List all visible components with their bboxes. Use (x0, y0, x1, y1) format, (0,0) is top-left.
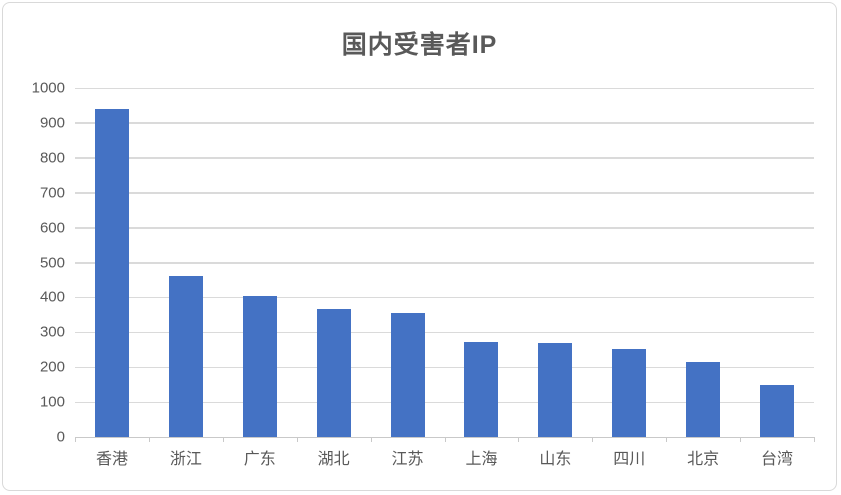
y-tick-label: 900 (39, 114, 65, 132)
y-tick-label: 600 (39, 219, 65, 237)
bar-湖北 (316, 308, 351, 437)
y-tick-label: 400 (39, 288, 65, 306)
gridline (75, 296, 814, 299)
gridline (75, 331, 814, 334)
axis-tick (370, 437, 372, 442)
chart-title: 国内受害者IP (341, 31, 498, 59)
plot-area (75, 87, 814, 438)
bar-北京 (686, 361, 721, 437)
gridline (75, 157, 814, 159)
axis-tick (666, 437, 668, 442)
axis-tick (75, 437, 76, 442)
axis-tick (592, 437, 594, 442)
y-tick-label: 500 (39, 254, 65, 271)
axis-tick (148, 437, 150, 442)
bar-四川 (612, 349, 647, 437)
bar-台湾 (760, 384, 795, 437)
axis-tick (740, 437, 742, 442)
y-tick-label: 1000 (31, 79, 65, 97)
y-tick-label: 300 (39, 323, 65, 341)
axis-tick (222, 437, 224, 442)
bar-香港 (94, 108, 129, 437)
bar-江苏 (390, 313, 425, 437)
x-category-label: 山东 (539, 451, 572, 468)
x-category-label: 湖北 (317, 451, 350, 468)
bar-广东 (242, 295, 277, 437)
x-category-label: 香港 (95, 451, 128, 468)
x-category-label: 广东 (243, 451, 276, 468)
x-category-label: 台湾 (761, 451, 794, 468)
x-category-label: 四川 (613, 451, 646, 468)
gridline (75, 192, 814, 194)
gridline (75, 366, 814, 369)
gridline (75, 122, 814, 124)
bar-山东 (538, 343, 573, 437)
x-category-label: 上海 (465, 451, 498, 468)
axis-tick (518, 437, 520, 442)
x-category-label: 浙江 (169, 451, 202, 468)
y-tick-label: 700 (39, 184, 65, 202)
gridline (75, 262, 814, 264)
gridline (75, 87, 814, 89)
axis-tick (814, 437, 815, 442)
gridline (75, 401, 814, 404)
x-category-label: 江苏 (391, 451, 424, 468)
axis-tick (296, 437, 298, 442)
x-category-label: 北京 (687, 451, 720, 468)
y-tick-label: 200 (39, 358, 65, 376)
y-tick-label: 0 (56, 428, 65, 446)
bar-浙江 (168, 276, 203, 437)
y-tick-label: 800 (39, 149, 65, 167)
axis-tick (444, 437, 446, 442)
bar-上海 (464, 342, 499, 437)
gridline (75, 227, 814, 229)
y-tick-label: 100 (39, 393, 65, 411)
